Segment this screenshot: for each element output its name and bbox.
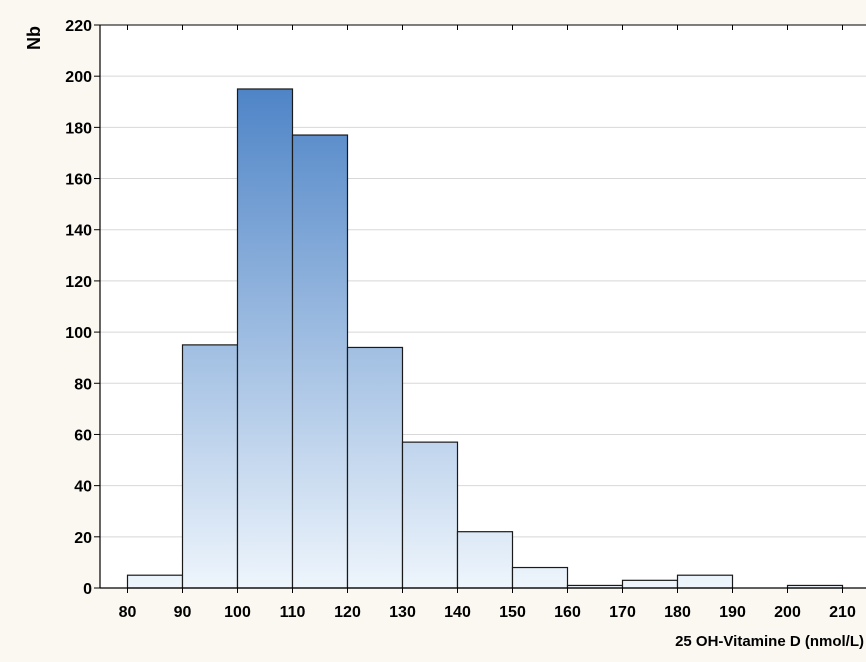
x-tick-label: 140 [444, 604, 471, 621]
x-tick-label: 80 [119, 604, 137, 621]
x-tick-label: 130 [389, 604, 416, 621]
y-tick-labels: 0 20 40 60 80 100 120 140 160 180 200 220 [65, 18, 92, 598]
x-tick-label: 200 [774, 604, 801, 621]
x-tick-label: 90 [174, 604, 192, 621]
histogram-bar [621, 579, 679, 589]
x-tick-label: 210 [829, 604, 856, 621]
histogram-bar [126, 574, 184, 589]
x-tick-label: 100 [224, 604, 251, 621]
y-tick-label: 60 [74, 427, 92, 444]
y-tick-label: 80 [74, 376, 92, 393]
histogram-bar [456, 531, 514, 589]
histogram-bar [291, 134, 349, 589]
x-tick-label: 110 [280, 604, 306, 621]
axes [94, 24, 866, 593]
x-tick-label: 190 [719, 604, 746, 621]
y-tick-label: 100 [65, 325, 92, 342]
y-tick-label: 140 [65, 223, 92, 240]
x-tick-label: 170 [609, 604, 636, 621]
y-tick-label: 40 [74, 479, 92, 496]
x-tick-label: 120 [334, 604, 361, 621]
histogram-bar [511, 566, 569, 589]
x-tick-labels: 80 90 100 110 120 130 140 150 160 170 180 190 200 210 [119, 604, 856, 621]
y-tick-label: 200 [65, 69, 92, 86]
x-tick-label: 160 [554, 604, 581, 621]
y-tick-label: 0 [83, 581, 92, 598]
bars [126, 88, 844, 589]
histogram-bar [401, 441, 459, 589]
y-tick-label: 220 [65, 18, 92, 35]
x-tick-label: 150 [499, 604, 526, 621]
y-tick-label: 180 [65, 120, 92, 137]
histogram-bar [181, 344, 239, 589]
histogram-bar [346, 346, 404, 589]
y-tick-label: 120 [65, 274, 92, 291]
y-tick-label: 20 [74, 530, 92, 547]
y-axis-label: Nb [24, 26, 44, 50]
x-axis-label: 25 OH-Vitamine D (nmol/L) [675, 633, 864, 650]
histogram-bar [676, 574, 734, 589]
y-tick-label: 160 [65, 172, 92, 189]
histogram-bar [236, 88, 294, 589]
x-tick-label: 180 [664, 604, 691, 621]
